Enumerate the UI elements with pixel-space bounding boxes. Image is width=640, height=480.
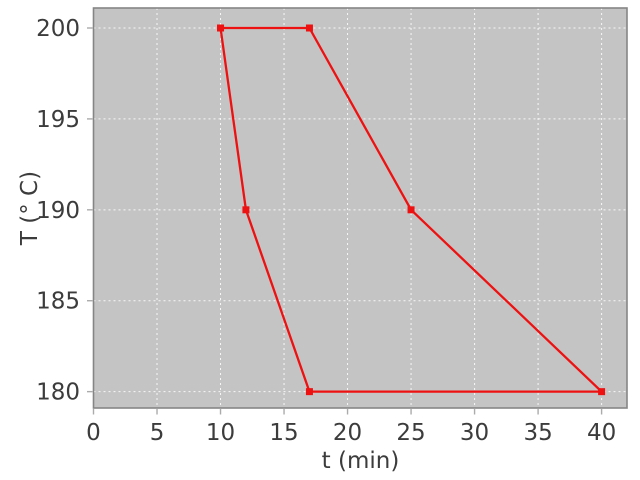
x-tick-label: 5 xyxy=(150,420,165,446)
data-point-marker xyxy=(305,388,313,396)
data-point-marker xyxy=(242,206,250,214)
y-tick-label: 200 xyxy=(36,16,80,42)
axis-ticks xyxy=(87,27,603,415)
x-tick-label: 10 xyxy=(206,420,235,446)
x-tick-label: 0 xyxy=(86,420,101,446)
y-tick-label: 195 xyxy=(36,107,80,133)
y-tick-label: 190 xyxy=(36,198,80,224)
x-tick-label: 35 xyxy=(523,420,552,446)
data-point-marker xyxy=(305,24,313,32)
x-tick-label: 40 xyxy=(587,420,616,446)
data-point-marker xyxy=(598,388,606,396)
y-tick-label: 180 xyxy=(36,380,80,406)
plot-area xyxy=(93,8,627,408)
x-tick-label: 25 xyxy=(396,420,425,446)
data-point-marker xyxy=(407,206,415,214)
x-tick-label: 20 xyxy=(333,420,362,446)
x-axis-title: t (min) xyxy=(321,448,400,474)
x-tick-label: 30 xyxy=(460,420,489,446)
y-tick-label: 185 xyxy=(36,289,80,315)
data-point-marker xyxy=(217,24,225,32)
x-tick-label: 15 xyxy=(269,420,298,446)
y-axis-title: T (° C) xyxy=(17,170,43,246)
plot-border xyxy=(92,7,628,409)
